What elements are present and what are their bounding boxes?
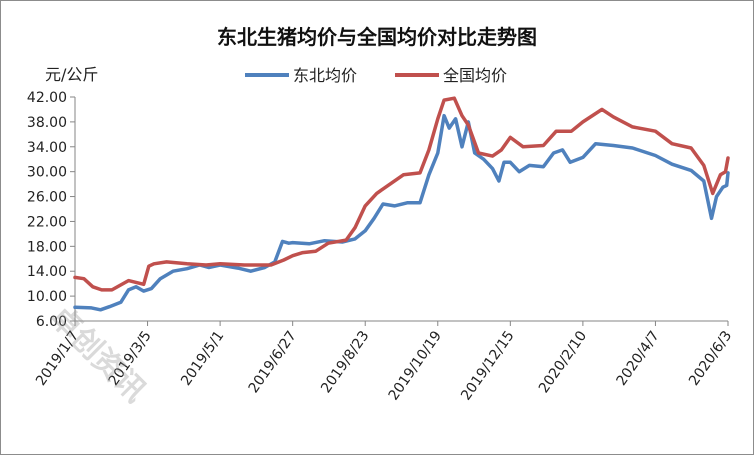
y-tick-label: 34.00 xyxy=(27,140,67,156)
x-tick-label: 2020/6/3 xyxy=(686,328,735,389)
y-tick-label: 26.00 xyxy=(27,190,67,206)
x-tick-label: 2019/12/15 xyxy=(458,328,517,403)
legend-label-national: 全国均价 xyxy=(443,66,508,85)
x-tick-label: 2020/2/10 xyxy=(536,328,590,396)
y-tick-label: 22.00 xyxy=(27,214,67,230)
x-tick-label: 2019/10/19 xyxy=(386,328,445,403)
legend-item-national: 全国均价 xyxy=(395,62,507,86)
y-axis-unit-label: 元/公斤 xyxy=(45,65,99,84)
y-tick-label: 14.00 xyxy=(27,264,67,280)
series-line-northeast xyxy=(73,113,730,312)
legend-item-northeast: 东北均价 xyxy=(245,62,357,86)
chart-title: 东北生猪均价与全国均价对比走势图 xyxy=(217,25,537,49)
y-tick-label: 10.00 xyxy=(27,289,67,305)
y-tick-label: 6.00 xyxy=(36,314,67,330)
legend-swatch-northeast xyxy=(245,72,289,77)
x-tick-label: 2019/8/23 xyxy=(318,328,372,396)
y-tick-label: 30.00 xyxy=(27,165,67,181)
y-tick-label: 42.00 xyxy=(27,90,67,106)
y-tick-label: 38.00 xyxy=(27,115,67,131)
legend-label-northeast: 东北均价 xyxy=(293,66,358,85)
series-line-national xyxy=(73,96,730,292)
x-tick-label: 2019/5/1 xyxy=(178,328,227,389)
x-tick-label: 2019/6/27 xyxy=(246,328,300,396)
x-tick-label: 2020/4/7 xyxy=(614,328,663,389)
legend-swatch-national xyxy=(395,72,439,77)
y-tick-label: 18.00 xyxy=(27,239,67,255)
